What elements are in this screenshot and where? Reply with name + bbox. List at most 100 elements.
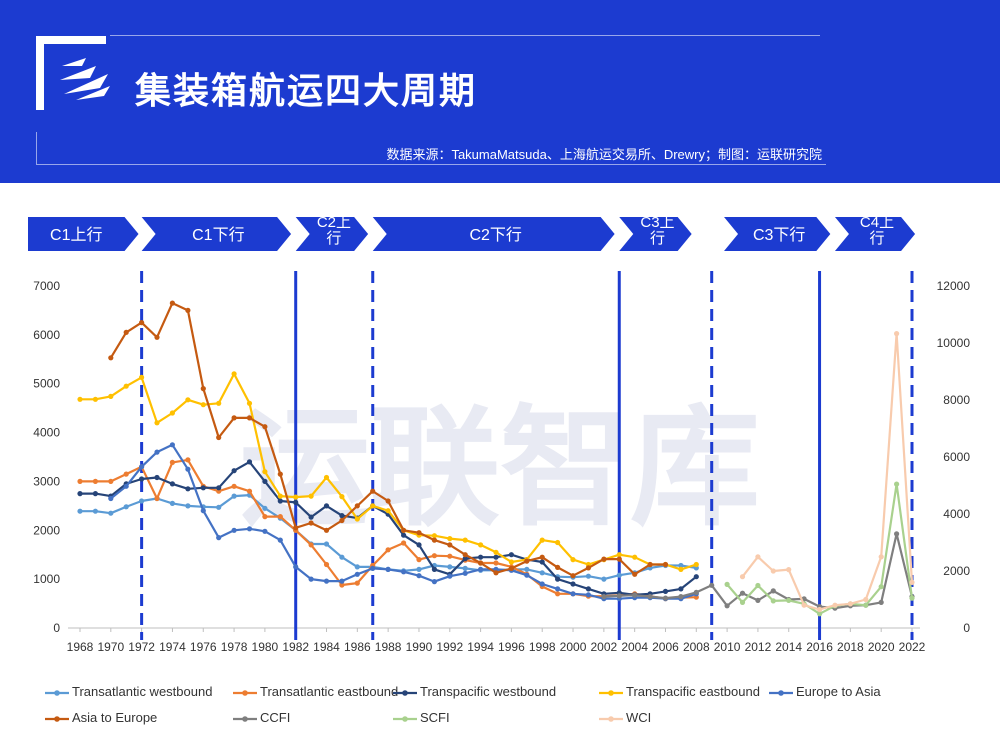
x-tick-label-1968: 1968 bbox=[67, 640, 94, 654]
data-point-2019 bbox=[863, 602, 869, 608]
legend-item-transpacific-westbound: Transpacific westbound bbox=[392, 684, 556, 699]
legend-swatch bbox=[45, 715, 69, 722]
legend-item-wci: WCI bbox=[598, 710, 651, 725]
data-point-1992 bbox=[447, 564, 453, 570]
phase-arrow-4 bbox=[619, 217, 692, 251]
x-tick-label-1986: 1986 bbox=[344, 640, 371, 654]
legend-swatch bbox=[393, 715, 417, 722]
data-point-1986 bbox=[354, 503, 360, 509]
legend-swatch bbox=[769, 689, 793, 696]
data-point-2008 bbox=[693, 561, 699, 568]
x-tick-label-2000: 2000 bbox=[560, 640, 587, 654]
data-point-1995 bbox=[493, 549, 499, 555]
data-point-2011 bbox=[739, 590, 746, 596]
phase-arrow-6 bbox=[834, 217, 916, 251]
data-point-1978 bbox=[231, 493, 237, 499]
data-point-1985 bbox=[339, 494, 345, 500]
data-point-1978 bbox=[231, 371, 237, 377]
data-point-2001 bbox=[585, 592, 592, 598]
legend-swatch bbox=[393, 689, 417, 696]
data-point-1983 bbox=[308, 542, 314, 548]
legend-label: Transatlantic westbound bbox=[72, 684, 213, 699]
chart-axes: 1968 1970 1972 1974 1976 1978 1980 1982 1984 1986… bbox=[33, 279, 970, 654]
data-source-note: 数据来源：TakumaMatsuda、上海航运交易所、Drewry；制图：运联研… bbox=[386, 147, 822, 162]
data-point-2009 bbox=[709, 582, 715, 588]
legend-swatch bbox=[233, 689, 257, 696]
data-point-2014 bbox=[786, 597, 792, 603]
data-point-1999 bbox=[555, 591, 561, 597]
header-bracket-vertical bbox=[36, 36, 44, 110]
data-point-1996 bbox=[508, 559, 514, 565]
data-point-1982 bbox=[293, 525, 299, 531]
data-point-2021 bbox=[894, 531, 900, 537]
data-point-1985 bbox=[339, 578, 345, 584]
data-point-2013 bbox=[770, 588, 776, 594]
data-point-1984 bbox=[323, 578, 330, 584]
data-point-1988 bbox=[385, 566, 391, 572]
x-tick-label-1982: 1982 bbox=[282, 640, 309, 654]
data-point-1982 bbox=[293, 564, 299, 570]
y-left-tick-5000: 5000 bbox=[33, 377, 60, 391]
data-point-1974 bbox=[169, 481, 175, 487]
data-point-2013 bbox=[770, 598, 776, 604]
data-point-1990 bbox=[416, 573, 422, 579]
data-point-2004 bbox=[632, 554, 638, 560]
data-point-1984 bbox=[323, 474, 330, 481]
data-point-2015 bbox=[801, 602, 807, 608]
data-point-1969 bbox=[92, 396, 98, 402]
phase-label-4-line-1: 行 bbox=[650, 230, 665, 247]
legend-label: Transpacific westbound bbox=[420, 684, 557, 699]
data-point-1996 bbox=[508, 552, 514, 558]
data-point-1995 bbox=[493, 570, 499, 576]
data-point-1999 bbox=[555, 564, 561, 570]
data-point-2007 bbox=[678, 594, 684, 600]
data-point-1971 bbox=[123, 471, 129, 477]
data-point-1985 bbox=[339, 513, 345, 519]
legend-swatch bbox=[233, 715, 257, 722]
data-point-1973 bbox=[154, 495, 160, 502]
header-bottom-rule bbox=[36, 164, 826, 165]
data-point-1998 bbox=[539, 559, 545, 565]
x-tick-label-2008: 2008 bbox=[683, 640, 710, 654]
data-point-1981 bbox=[277, 514, 283, 520]
data-point-1970 bbox=[108, 495, 114, 502]
x-tick-label-1998: 1998 bbox=[529, 640, 556, 654]
data-point-1976 bbox=[200, 402, 206, 408]
phase-arrow-2 bbox=[295, 217, 369, 251]
data-point-2008 bbox=[693, 589, 699, 595]
data-point-1976 bbox=[200, 508, 206, 514]
data-point-2006 bbox=[662, 588, 669, 594]
data-point-1993 bbox=[462, 556, 468, 562]
data-point-1980 bbox=[262, 528, 268, 534]
y-right-tick-4000: 4000 bbox=[943, 507, 970, 521]
data-point-1994 bbox=[478, 566, 484, 572]
data-point-1971 bbox=[123, 504, 129, 510]
data-point-2010 bbox=[724, 581, 730, 587]
data-point-1994 bbox=[478, 554, 484, 560]
data-point-1980 bbox=[262, 478, 268, 484]
data-point-1987 bbox=[370, 503, 376, 509]
legend-label: CCFI bbox=[260, 710, 291, 725]
data-point-1972 bbox=[139, 476, 145, 482]
phase-label-5: C3下行 bbox=[753, 226, 805, 244]
data-point-2022 bbox=[909, 579, 915, 585]
x-tick-label-1996: 1996 bbox=[498, 640, 525, 654]
data-point-1983 bbox=[308, 576, 314, 582]
data-point-1986 bbox=[354, 516, 360, 522]
phase-label-6-line-1: 行 bbox=[870, 230, 885, 247]
data-point-2020 bbox=[878, 599, 884, 605]
x-tick-label-1978: 1978 bbox=[221, 640, 248, 654]
data-point-1993 bbox=[462, 552, 468, 558]
data-point-1996 bbox=[508, 565, 514, 571]
data-point-1992 bbox=[447, 553, 453, 559]
data-point-1974 bbox=[169, 459, 175, 465]
data-point-1974 bbox=[169, 442, 175, 448]
data-point-2014 bbox=[786, 567, 792, 573]
data-point-2001 bbox=[585, 573, 592, 579]
watermark-text: 运联智库 bbox=[240, 395, 760, 541]
data-point-1978 bbox=[231, 415, 237, 421]
y-right-tick-0: 0 bbox=[963, 621, 970, 635]
data-point-1995 bbox=[493, 554, 499, 560]
